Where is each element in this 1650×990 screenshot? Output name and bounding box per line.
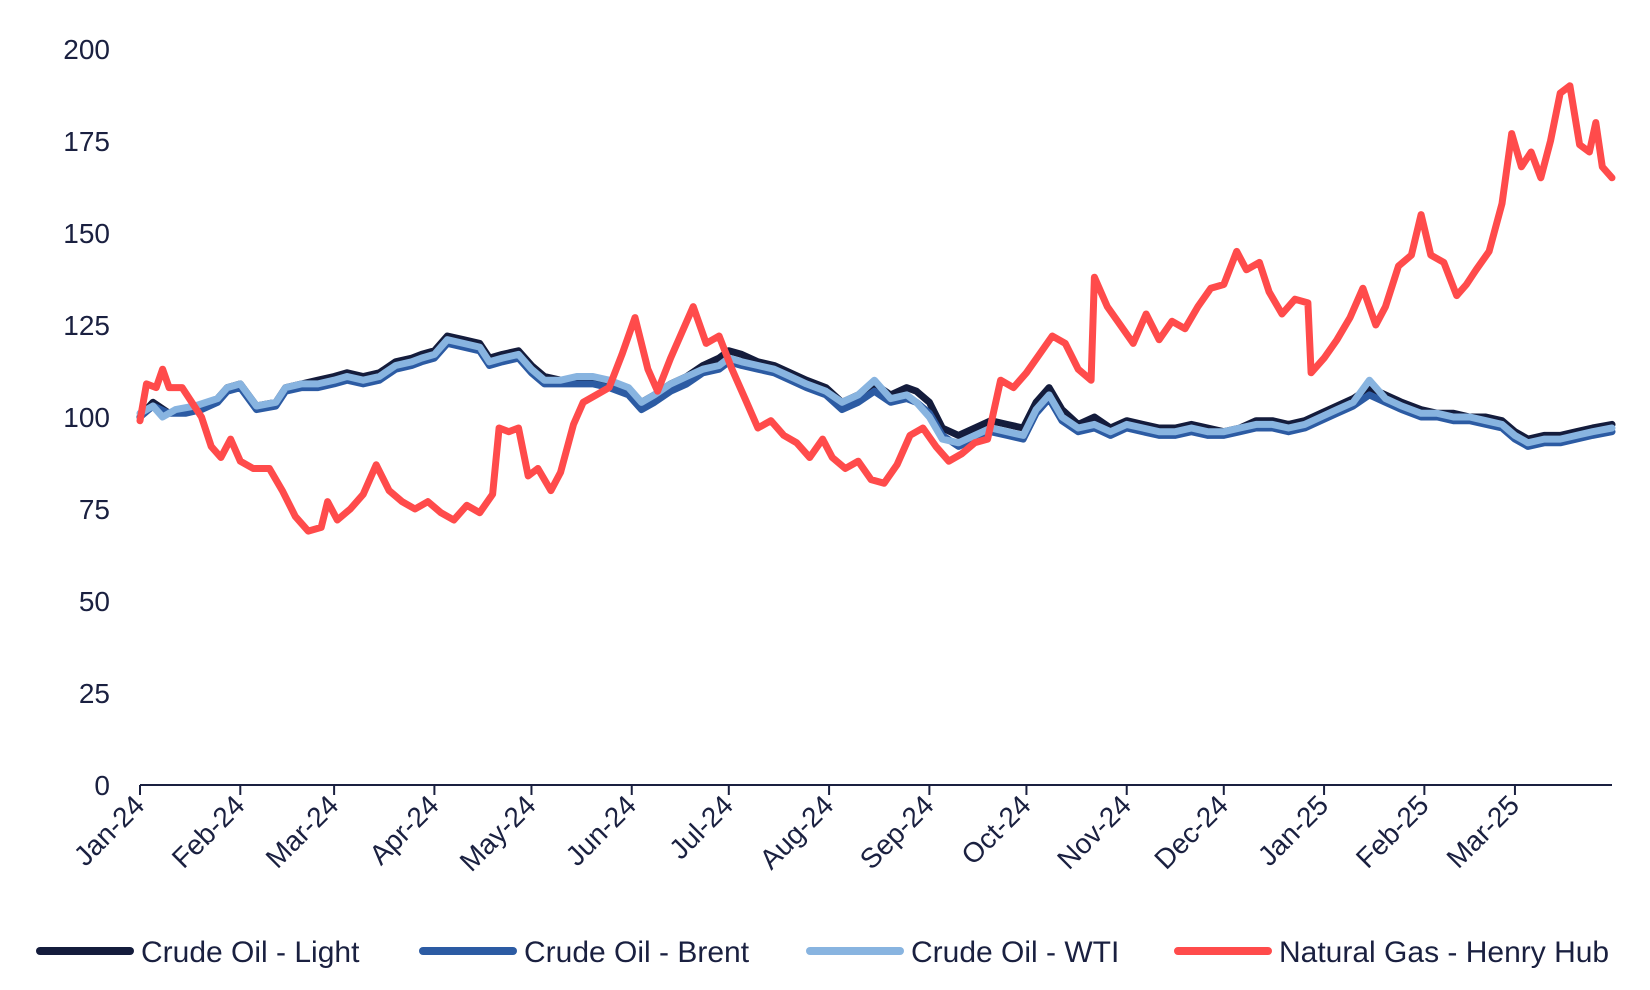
y-tick-label: 175 [63,126,110,157]
x-tick-label: Apr-24 [363,789,444,870]
y-tick-label: 125 [63,310,110,341]
legend-label-crude-oil-wti: Crude Oil - WTI [911,936,1119,969]
legend-label-crude-oil-brent: Crude Oil - Brent [524,936,750,969]
y-tick-label: 200 [63,34,110,65]
x-tick-label: Dec-24 [1148,789,1234,875]
x-tick-label: Mar-25 [1441,789,1526,874]
x-tick-label: Feb-24 [166,789,251,874]
y-tick-label: 75 [79,494,110,525]
x-tick-label: Oct-24 [955,789,1036,870]
x-tick-label: Jul-24 [663,789,739,865]
series-line-crude-oil-wti [136,336,1616,447]
x-tick-label: Aug-24 [754,789,840,875]
y-tick-label: 100 [63,402,110,433]
x-tick-label: May-24 [454,789,542,877]
x-tick-label: Feb-25 [1350,789,1435,874]
x-tick-label: Jun-24 [560,789,642,871]
series-line-crude-oil-light [136,332,1616,443]
series-line-natural-gas-henry-hub [136,82,1616,535]
x-tick-label: Nov-24 [1051,789,1137,875]
y-tick-label: 0 [94,770,110,801]
y-tick-label: 50 [79,586,110,617]
legend-label-crude-oil-light: Crude Oil - Light [141,936,360,969]
x-tick-label: Mar-24 [260,789,345,874]
series-layer [136,82,1616,535]
axes-layer: 0 25 50 75 100 125 150 175 200 Jan-24 Feb-24 Mar-24… [63,34,1612,877]
x-tick-label: Sep-24 [854,789,940,875]
x-tick-label: Jan-24 [68,789,150,871]
legend-label-natural-gas-henry-hub: Natural Gas - Henry Hub [1279,936,1609,969]
legend: Crude Oil - Light Crude Oil - Brent Crude … [36,936,1609,969]
x-tick-label: Jan-25 [1252,789,1334,871]
y-tick-label: 150 [63,218,110,249]
y-tick-label: 25 [79,678,110,709]
